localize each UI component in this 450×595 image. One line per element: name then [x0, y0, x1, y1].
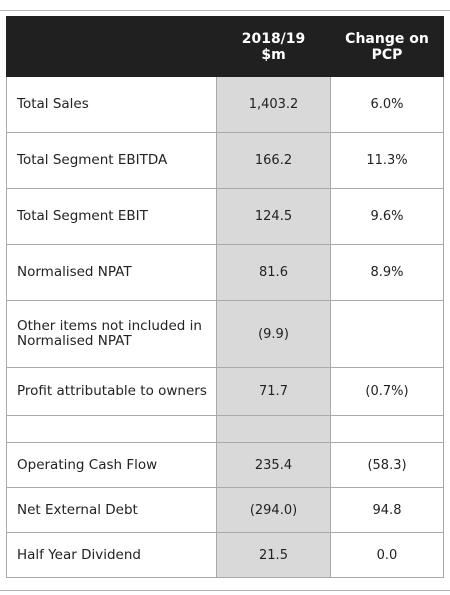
row-value: 71.7	[216, 367, 331, 416]
row-label: Operating Cash Flow	[6, 442, 217, 488]
row-value: 235.4	[216, 442, 331, 488]
row-change: (0.7%)	[330, 367, 444, 416]
row-value: 1,403.2	[216, 76, 331, 133]
row-label: Total Sales	[6, 76, 217, 133]
row-label: Total Segment EBIT	[6, 188, 217, 245]
row-label: Profit attributable to owners	[6, 367, 217, 416]
table-row: Total Segment EBITDA 166.2 11.3%	[6, 132, 444, 189]
table-row: Total Sales 1,403.2 6.0%	[6, 76, 444, 133]
row-value: 21.5	[216, 532, 331, 578]
row-value: 81.6	[216, 244, 331, 301]
row-change	[330, 415, 444, 443]
table-row: Half Year Dividend 21.5 0.0	[6, 532, 444, 578]
financial-results-table: 2018/19 $m Change on PCP Total Sales 1,4…	[6, 16, 444, 578]
row-value: 166.2	[216, 132, 331, 189]
row-label	[6, 415, 217, 443]
table-row: Operating Cash Flow 235.4 (58.3)	[6, 442, 444, 488]
row-label: Half Year Dividend	[6, 532, 217, 578]
table-row: Total Segment EBIT 124.5 9.6%	[6, 188, 444, 245]
table-row: Normalised NPAT 81.6 8.9%	[6, 244, 444, 301]
row-value: (9.9)	[216, 300, 331, 368]
row-value	[216, 415, 331, 443]
table-row: Profit attributable to owners 71.7 (0.7%…	[6, 367, 444, 416]
row-change: 8.9%	[330, 244, 444, 301]
row-change: (58.3)	[330, 442, 444, 488]
row-change: 9.6%	[330, 188, 444, 245]
row-label: Net External Debt	[6, 487, 217, 533]
header-change-on-pcp: Change on PCP	[330, 16, 444, 77]
table-header-row: 2018/19 $m Change on PCP	[6, 16, 444, 77]
row-change: 0.0	[330, 532, 444, 578]
table-spacer-row	[6, 415, 444, 443]
row-label: Other items not included in Normalised N…	[6, 300, 217, 368]
row-change: 94.8	[330, 487, 444, 533]
table-row: Other items not included in Normalised N…	[6, 300, 444, 368]
top-rule	[0, 10, 450, 11]
row-change: 11.3%	[330, 132, 444, 189]
row-value: 124.5	[216, 188, 331, 245]
header-blank-cell	[6, 16, 217, 77]
row-change: 6.0%	[330, 76, 444, 133]
row-label: Total Segment EBITDA	[6, 132, 217, 189]
row-change	[330, 300, 444, 368]
row-label: Normalised NPAT	[6, 244, 217, 301]
table-row: Net External Debt (294.0) 94.8	[6, 487, 444, 533]
bottom-rule	[0, 590, 450, 591]
header-period-value: 2018/19 $m	[216, 16, 331, 77]
row-value: (294.0)	[216, 487, 331, 533]
